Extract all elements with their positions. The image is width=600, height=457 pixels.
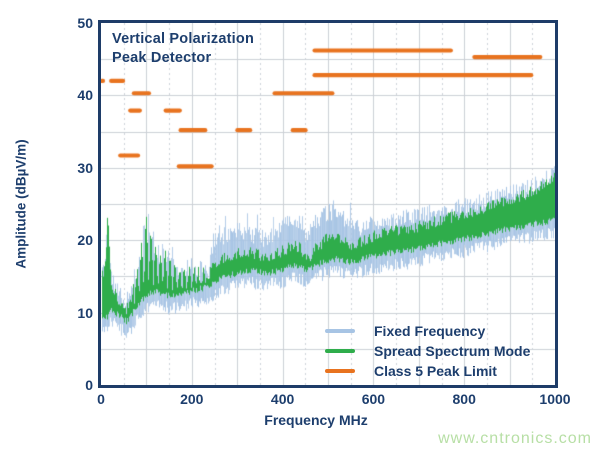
chart-title-line-2: Peak Detector xyxy=(112,50,212,66)
watermark-text: www.cntronics.com xyxy=(438,430,592,447)
x-tick-label: 200 xyxy=(180,391,204,407)
legend-label: Spread Spectrum Mode xyxy=(374,342,531,359)
legend: Fixed Frequency Spread Spectrum Mode Class… xyxy=(325,322,530,379)
y-tick-label: 0 xyxy=(85,377,93,393)
legend-item: Fixed Frequency xyxy=(325,322,530,339)
y-tick-label: 40 xyxy=(77,87,93,104)
legend-label: Class 5 Peak Limit xyxy=(374,362,497,379)
x-tick-label: 600 xyxy=(361,391,386,407)
x-tick-label: 800 xyxy=(452,391,476,407)
y-tick-label: 50 xyxy=(77,15,93,31)
y-tick-label: 10 xyxy=(77,304,93,321)
legend-item: Class 5 Peak Limit xyxy=(325,362,530,379)
legend-swatch-spread-spectrum xyxy=(325,348,355,353)
legend-label: Fixed Frequency xyxy=(374,322,486,339)
legend-item: Spread Spectrum Mode xyxy=(325,342,530,359)
y-tick-label: 20 xyxy=(77,232,93,249)
y-axis-title: Amplitude (dBµV/m) xyxy=(13,139,29,269)
x-axis-title: Frequency MHz xyxy=(264,412,368,428)
plot-area: Vertical Polarization Peak Detector Fixe… xyxy=(98,20,558,388)
x-tick-label: 400 xyxy=(270,391,295,407)
plot-canvas xyxy=(101,23,555,385)
x-tick-label: 1000 xyxy=(539,391,571,407)
chart-title: Vertical Polarization Peak Detector xyxy=(112,30,254,68)
legend-swatch-class5-limit xyxy=(325,368,355,373)
legend-swatch-fixed-frequency xyxy=(325,328,355,333)
chart-title-line-1: Vertical Polarization xyxy=(112,31,254,47)
x-tick-label: 0 xyxy=(97,391,105,407)
y-tick-label: 30 xyxy=(77,159,93,176)
